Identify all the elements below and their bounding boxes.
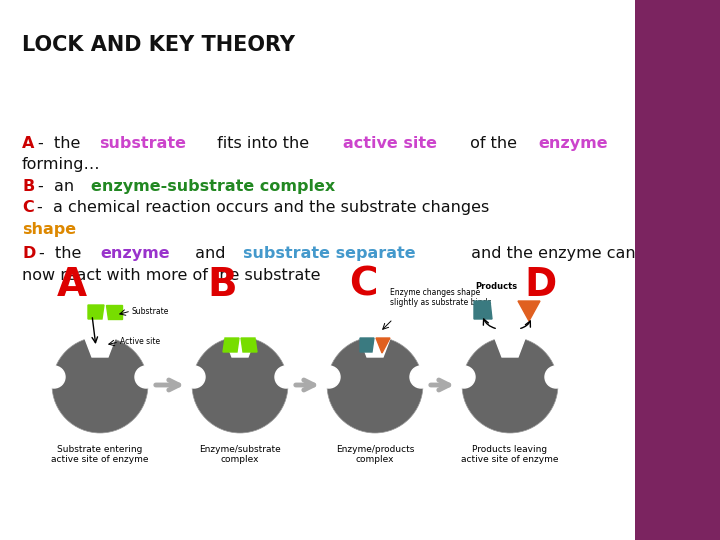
Polygon shape <box>241 338 257 352</box>
Text: enzyme: enzyme <box>539 136 608 151</box>
Circle shape <box>318 366 340 388</box>
Text: enzyme-substrate complex: enzyme-substrate complex <box>91 179 336 194</box>
Text: Substrate: Substrate <box>132 307 169 315</box>
Polygon shape <box>518 301 540 321</box>
Text: Enzyme/substrate
complex: Enzyme/substrate complex <box>199 445 281 464</box>
Circle shape <box>462 337 558 433</box>
Text: D: D <box>22 246 35 261</box>
Circle shape <box>410 366 432 388</box>
Circle shape <box>327 337 423 433</box>
Polygon shape <box>84 336 116 357</box>
Text: of the: of the <box>464 136 522 151</box>
Text: substrate: substrate <box>99 136 186 151</box>
Text: B: B <box>22 179 35 194</box>
Text: C: C <box>348 266 377 304</box>
Circle shape <box>43 366 65 388</box>
Text: Active site: Active site <box>120 338 160 347</box>
Text: -  an: - an <box>38 179 79 194</box>
Polygon shape <box>106 305 122 319</box>
Text: Enzyme/products
complex: Enzyme/products complex <box>336 445 414 464</box>
Text: -  the: - the <box>40 246 86 261</box>
Text: -  a chemical reaction occurs and the substrate changes: - a chemical reaction occurs and the sub… <box>37 200 490 215</box>
Circle shape <box>275 366 297 388</box>
Text: Products leaving
active site of enzyme: Products leaving active site of enzyme <box>462 445 559 464</box>
Text: fits into the: fits into the <box>212 136 314 151</box>
Text: and the enzyme can: and the enzyme can <box>466 246 635 261</box>
Text: A: A <box>57 266 87 304</box>
Text: Products: Products <box>475 282 517 291</box>
Text: enzyme: enzyme <box>101 246 170 261</box>
Text: shape: shape <box>22 222 76 237</box>
Bar <box>635 0 720 540</box>
Text: forming…: forming… <box>22 157 101 172</box>
Text: A: A <box>22 136 35 151</box>
Text: Enzyme changes shape
slightly as substrate binds: Enzyme changes shape slightly as substra… <box>390 288 492 307</box>
Text: -  the: - the <box>38 136 86 151</box>
Polygon shape <box>376 338 390 353</box>
Text: now react with more of the substrate: now react with more of the substrate <box>22 268 320 283</box>
Polygon shape <box>494 336 526 357</box>
Text: D: D <box>524 266 556 304</box>
Circle shape <box>192 337 288 433</box>
Circle shape <box>52 337 148 433</box>
Polygon shape <box>88 305 104 319</box>
Circle shape <box>183 366 205 388</box>
Circle shape <box>545 366 567 388</box>
Circle shape <box>453 366 475 388</box>
Text: C: C <box>22 200 34 215</box>
Text: LOCK AND KEY THEORY: LOCK AND KEY THEORY <box>22 35 295 55</box>
Text: substrate separate: substrate separate <box>243 246 415 261</box>
Text: Substrate entering
active site of enzyme: Substrate entering active site of enzyme <box>51 445 149 464</box>
Text: active site: active site <box>343 136 438 151</box>
Text: and: and <box>190 246 231 261</box>
Circle shape <box>135 366 157 388</box>
Polygon shape <box>224 336 256 357</box>
Text: B: B <box>207 266 237 304</box>
Polygon shape <box>474 301 492 319</box>
Polygon shape <box>223 338 239 352</box>
Polygon shape <box>360 338 374 352</box>
Polygon shape <box>359 336 391 357</box>
